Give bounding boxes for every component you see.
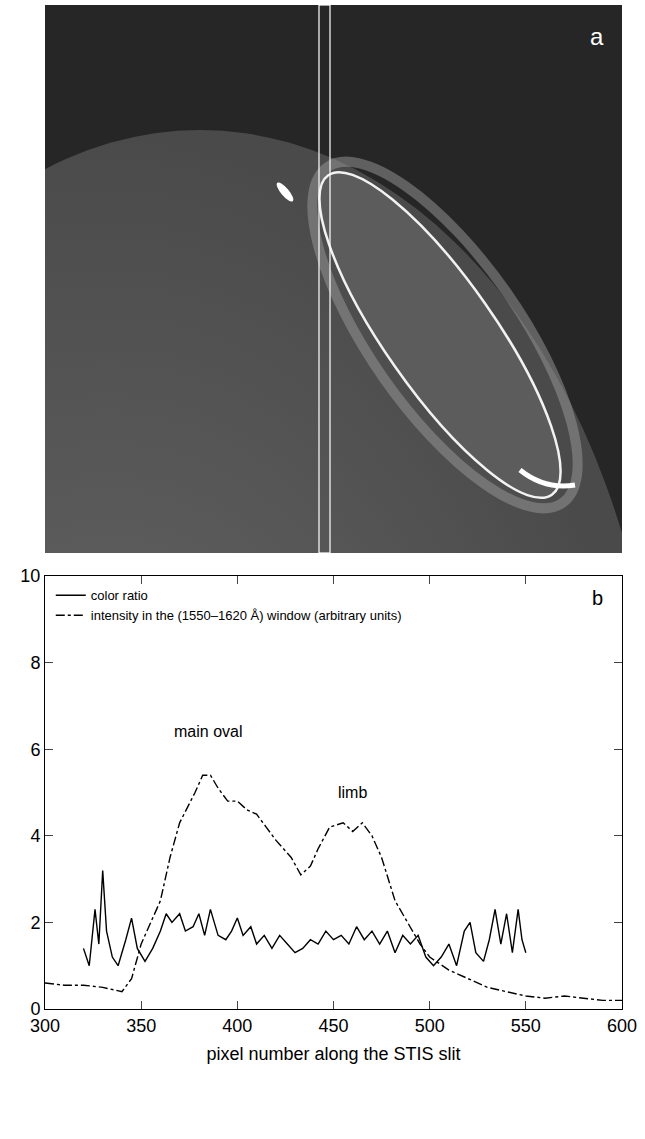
svg-text:0: 0 <box>30 999 40 1019</box>
svg-text:limb: limb <box>338 784 367 801</box>
svg-text:8: 8 <box>30 653 40 673</box>
svg-text:10: 10 <box>20 566 40 586</box>
svg-text:300: 300 <box>30 1016 60 1036</box>
svg-text:main oval: main oval <box>174 723 242 740</box>
svg-text:400: 400 <box>222 1016 252 1036</box>
svg-text:600: 600 <box>607 1016 637 1036</box>
svg-text:500: 500 <box>415 1016 445 1036</box>
svg-text:pixel number along the STIS sl: pixel number along the STIS slit <box>206 1044 460 1064</box>
svg-text:450: 450 <box>318 1016 348 1036</box>
svg-text:4: 4 <box>30 826 40 846</box>
svg-text:a: a <box>590 23 604 50</box>
svg-text:350: 350 <box>126 1016 156 1036</box>
svg-text:color ratio: color ratio <box>91 588 148 603</box>
svg-text:intensity in the (1550–1620 Å): intensity in the (1550–1620 Å) window (a… <box>91 608 402 623</box>
svg-text:6: 6 <box>30 740 40 760</box>
svg-text:550: 550 <box>511 1016 541 1036</box>
svg-text:b: b <box>592 587 603 609</box>
svg-text:2: 2 <box>30 913 40 933</box>
